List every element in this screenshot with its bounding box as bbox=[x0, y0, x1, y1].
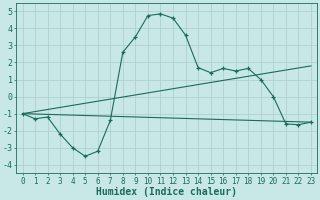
X-axis label: Humidex (Indice chaleur): Humidex (Indice chaleur) bbox=[96, 187, 237, 197]
